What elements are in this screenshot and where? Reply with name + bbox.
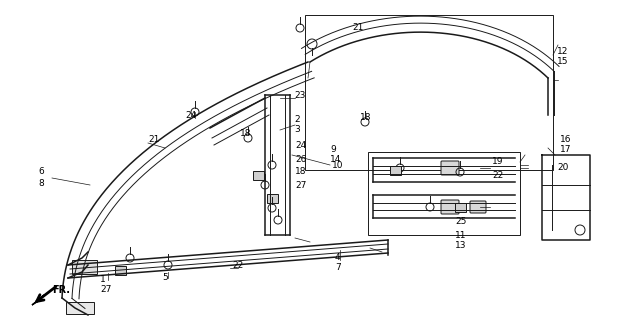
Bar (389, 165, 401, 174)
Text: 21: 21 (148, 135, 160, 145)
Bar (114, 266, 125, 275)
FancyBboxPatch shape (470, 201, 486, 213)
Text: 18: 18 (295, 167, 307, 177)
Text: 4: 4 (335, 253, 341, 262)
Text: 25: 25 (455, 218, 466, 227)
Text: 7: 7 (335, 263, 341, 273)
FancyBboxPatch shape (441, 161, 459, 175)
Text: 27: 27 (100, 285, 111, 294)
Text: 24: 24 (295, 140, 307, 149)
Text: 22: 22 (232, 260, 243, 269)
Text: 16: 16 (560, 135, 572, 145)
Text: 19: 19 (492, 157, 504, 166)
Text: 9: 9 (330, 146, 336, 155)
Text: 6: 6 (38, 167, 44, 177)
Text: 5: 5 (162, 274, 168, 283)
Bar (455, 203, 466, 212)
Text: 10: 10 (332, 161, 343, 170)
Text: 23: 23 (294, 92, 305, 100)
Text: FR.: FR. (52, 285, 70, 295)
Text: 8: 8 (38, 179, 44, 188)
Text: 2: 2 (294, 116, 300, 124)
Text: 24: 24 (185, 110, 197, 119)
Text: 3: 3 (294, 125, 300, 134)
FancyBboxPatch shape (441, 200, 459, 214)
Text: 20: 20 (557, 164, 569, 172)
Bar (305, 15, 553, 170)
Text: 18: 18 (240, 130, 251, 139)
Text: 27: 27 (295, 180, 307, 189)
Bar (252, 171, 263, 180)
Text: 14: 14 (330, 156, 342, 164)
Bar (72, 260, 97, 274)
Polygon shape (32, 295, 44, 305)
Text: 18: 18 (360, 114, 371, 123)
Text: 12: 12 (557, 47, 569, 57)
Text: 15: 15 (557, 58, 569, 67)
Bar (368, 152, 520, 235)
Bar (66, 302, 94, 314)
Text: 26: 26 (295, 156, 307, 164)
Text: 21: 21 (352, 23, 363, 33)
Text: 22: 22 (492, 171, 503, 180)
Bar (266, 194, 277, 203)
Text: 11: 11 (455, 230, 466, 239)
Text: 1: 1 (100, 276, 106, 284)
Text: 17: 17 (560, 146, 572, 155)
Text: 13: 13 (455, 241, 466, 250)
